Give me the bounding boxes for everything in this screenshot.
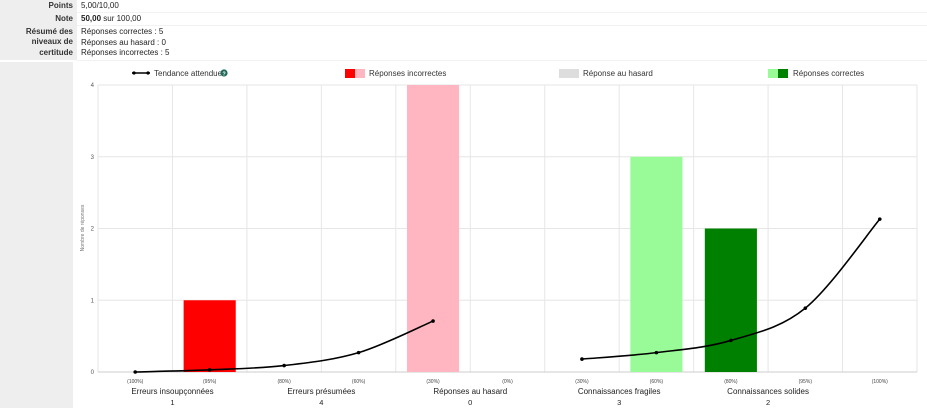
category-count: 0 — [468, 398, 472, 407]
resume-incorrect: Réponses incorrectes : 5 — [81, 48, 170, 57]
resume-label-line: niveaux de — [31, 37, 73, 46]
y-tick-label: 3 — [91, 155, 95, 161]
trend-point — [133, 370, 138, 374]
note-max: sur 100,00 — [103, 14, 142, 23]
x-tick-label: (30%) — [575, 379, 589, 385]
x-tick-label: (100%) — [872, 379, 888, 385]
question-circle-icon[interactable]: ? — [220, 69, 228, 77]
y-tick-label: 0 — [91, 370, 95, 376]
trend-point — [207, 368, 212, 372]
note-score: 50,00 — [81, 14, 102, 23]
x-axis: (100%) (95%) (80%) (60%) (30%) (0%) (30%) (60%)… — [127, 379, 888, 407]
trend-point — [282, 363, 286, 368]
points-row: Points 5,00/10,00 — [0, 0, 927, 13]
category-count: 4 — [319, 398, 323, 407]
bar — [704, 228, 757, 372]
y-tick-label: 1 — [91, 298, 95, 304]
y-axis-label: Nombre de réponses — [80, 204, 86, 251]
note-row: Note 50,00 sur 100,00 — [0, 12, 927, 26]
x-tick-label: (100%) — [127, 379, 143, 385]
trend-point — [729, 338, 733, 343]
legend-incorrect-label: Réponses incorrectes — [369, 69, 446, 78]
legend-trend-marker — [132, 71, 136, 75]
x-tick-label: (95%) — [203, 379, 217, 385]
category-count: 3 — [617, 398, 621, 407]
y-tick-label: 4 — [91, 83, 95, 89]
trend-point — [431, 319, 435, 323]
note-label: Note — [0, 12, 77, 26]
x-tick-label: (0%) — [502, 379, 513, 385]
x-tick-label: (60%) — [352, 379, 366, 385]
x-tick-label: (80%) — [724, 379, 738, 385]
resume-label-line: Résumé des — [25, 26, 73, 36]
legend-correct-label: Réponses correctes — [793, 69, 864, 78]
x-tick-label: (60%) — [650, 379, 664, 385]
legend-random-label: Réponse au hasard — [583, 69, 653, 78]
note-value: 50,00 sur 100,00 — [77, 12, 927, 26]
x-tick-label: (80%) — [277, 379, 291, 385]
category-label: Connaissances solides — [727, 387, 809, 396]
trend-point — [580, 357, 584, 361]
points-label: Points — [0, 0, 77, 13]
resume-label: Résumé des niveaux de certitude — [0, 25, 77, 60]
trend-point — [877, 217, 882, 221]
bar — [406, 85, 460, 372]
legend: Tendance attendue ? Réponses incorrectes… — [132, 69, 864, 78]
resume-random: Réponses au hasard : 0 — [81, 37, 166, 47]
bar — [183, 300, 236, 372]
resume-correct: Réponses correctes : 5 — [81, 27, 164, 36]
legend-swatch-incorrect-dark — [345, 69, 355, 78]
resume-label-line: certitude — [39, 47, 73, 57]
trend-point — [654, 350, 659, 355]
legend-trend-label: Tendance attendue — [154, 69, 223, 78]
trend-point — [356, 350, 361, 355]
resume-values: Réponses correctes : 5 Réponses au hasar… — [77, 25, 927, 61]
x-tick-label: (30%) — [426, 379, 440, 385]
y-tick-label: 2 — [91, 227, 95, 233]
category-count: 2 — [766, 398, 770, 407]
category-label: Connaissances fragiles — [578, 387, 661, 396]
category-label: Réponses au hasard — [433, 387, 507, 396]
bar — [630, 156, 683, 372]
legend-swatch-random — [559, 69, 579, 78]
svg-text:?: ? — [222, 71, 226, 77]
legend-item-incorrect[interactable]: Réponses incorrectes — [345, 69, 446, 78]
bars — [183, 85, 757, 372]
legend-item-correct[interactable]: Réponses correctes — [768, 69, 864, 78]
trend-series — [133, 217, 882, 374]
category-label: Erreurs insoupçonnées — [131, 387, 213, 396]
legend-item-random[interactable]: Réponse au hasard — [559, 69, 653, 78]
category-count: 1 — [170, 398, 174, 407]
legend-swatch-incorrect-light — [355, 69, 365, 78]
category-label: Erreurs présumées — [287, 387, 355, 396]
trend-point — [803, 306, 808, 310]
trend-line-correct — [581, 218, 881, 360]
legend-trend-marker — [146, 71, 150, 75]
points-value: 5,00/10,00 — [77, 0, 927, 13]
y-axis: Nombre de réponses 0 1 2 3 4 — [80, 83, 95, 376]
legend-item-trend[interactable]: Tendance attendue ? — [132, 69, 228, 78]
legend-swatch-correct-dark — [778, 69, 788, 78]
resume-row: Résumé des niveaux de certitude Réponses… — [0, 25, 927, 61]
legend-swatch-correct-light — [768, 69, 778, 78]
summary-table: Points 5,00/10,00 Note 50,00 sur 100,00 … — [0, 0, 927, 61]
left-band — [0, 62, 73, 408]
x-tick-label: (95%) — [799, 379, 813, 385]
